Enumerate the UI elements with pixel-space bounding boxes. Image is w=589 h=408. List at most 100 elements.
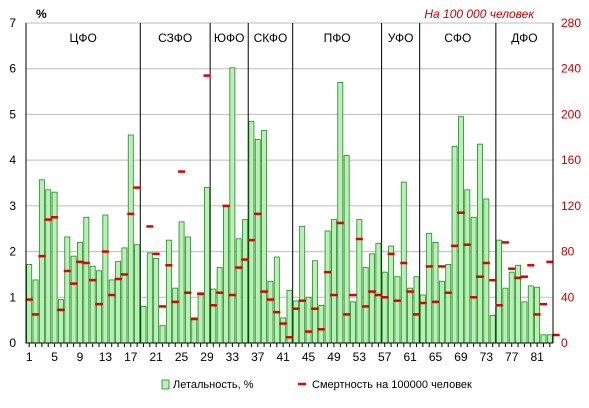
district-label: СФО [444, 31, 471, 45]
bar [191, 317, 198, 344]
bar [184, 236, 191, 344]
y-right-tick-label: 120 [561, 199, 581, 213]
y-left-tick-label: 7 [9, 16, 16, 30]
y-left-tick-label: 4 [9, 153, 16, 167]
x-tick-label: 45 [302, 350, 316, 364]
bar [102, 214, 109, 344]
bar [153, 258, 160, 344]
bar [438, 280, 445, 344]
x-tick-label: 61 [403, 350, 417, 364]
bar [273, 256, 280, 344]
bar [26, 263, 33, 344]
y-right-tick-label: 0 [561, 336, 568, 350]
bar [369, 253, 375, 344]
legend: Летальность, % Смертность на 100000 челов… [161, 379, 472, 391]
bar [464, 189, 471, 344]
bar [32, 279, 39, 344]
bar [57, 299, 64, 344]
axes [25, 23, 554, 347]
bar [89, 265, 96, 344]
bar [229, 67, 236, 344]
bar [388, 245, 395, 344]
bar [38, 179, 45, 344]
bar [508, 271, 515, 344]
bar-series [26, 67, 553, 344]
grid-layer [26, 22, 553, 298]
bar [108, 279, 115, 344]
bar [267, 280, 274, 344]
district-label: СЗФО [158, 31, 192, 45]
bar [470, 216, 477, 344]
bar [127, 134, 134, 344]
bar [540, 334, 547, 344]
legend-bar-label: Летальность, % [173, 379, 254, 391]
bar [70, 255, 77, 344]
x-tick-label: 21 [149, 350, 163, 364]
bar [350, 301, 356, 344]
y-right-axis-title: На 100 000 человек [424, 7, 535, 21]
legend-bar-swatch [161, 379, 170, 390]
x-tick-label: 41 [276, 350, 290, 364]
district-label: ПФО [324, 31, 351, 45]
bar [159, 325, 166, 344]
bar [280, 317, 287, 344]
bar [457, 116, 464, 344]
bar [165, 239, 172, 344]
y-left-axis-title: % [36, 7, 47, 21]
y-left-tick-label: 0 [9, 336, 16, 350]
bar [172, 287, 179, 344]
bar [178, 221, 185, 344]
x-tick-label: 57 [378, 350, 392, 364]
district-label: ДФО [511, 31, 537, 45]
y-right-tick-label: 160 [561, 153, 581, 167]
y-left-tick-label: 6 [9, 62, 16, 76]
bar [261, 130, 268, 344]
bar [83, 216, 90, 344]
bar [134, 244, 141, 344]
x-tick-label: 73 [480, 350, 494, 364]
district-separators [139, 23, 497, 343]
bar [305, 296, 312, 344]
bar [140, 306, 147, 344]
bar [426, 232, 433, 344]
y-right-tick-label: 280 [561, 16, 581, 30]
bar [216, 267, 223, 344]
bar [286, 290, 293, 344]
bar [381, 271, 388, 344]
bar [96, 270, 102, 344]
bar [502, 287, 509, 344]
bar [311, 260, 318, 344]
bar [242, 219, 248, 344]
bar [432, 242, 439, 344]
legend-dash-label: Смертность на 100000 человек [312, 379, 472, 391]
x-tick-label: 17 [124, 350, 138, 364]
bar [413, 276, 420, 344]
district-label: ЮФО [214, 31, 245, 45]
bar [210, 288, 217, 344]
x-tick-label: 69 [454, 350, 468, 364]
bar [324, 230, 331, 344]
y-right-tick-label: 200 [561, 107, 581, 121]
y-left-tick-label: 2 [9, 245, 16, 259]
x-tick-label: 81 [530, 350, 544, 364]
bar [407, 287, 414, 344]
x-tick-label: 49 [327, 350, 341, 364]
bar [521, 301, 528, 344]
district-label: СКФО [254, 31, 288, 45]
x-tick-label: 33 [226, 350, 240, 364]
bar [394, 276, 401, 344]
bar [375, 242, 382, 344]
bar [318, 305, 325, 344]
y-right-tick-label: 80 [561, 245, 575, 259]
y-left-tick-label: 1 [9, 290, 16, 304]
bar [223, 205, 229, 344]
bar [496, 239, 502, 344]
x-tick-label: 25 [175, 350, 189, 364]
bar [337, 82, 344, 344]
bar [546, 334, 553, 344]
bar [146, 252, 153, 344]
bar [527, 285, 534, 344]
